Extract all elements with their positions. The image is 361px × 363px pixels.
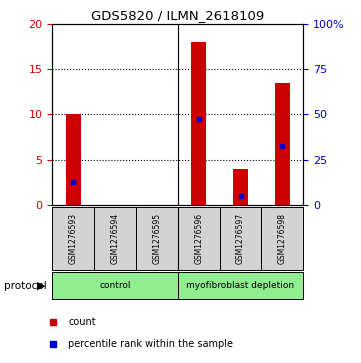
- Text: myofibroblast depletion: myofibroblast depletion: [186, 281, 295, 290]
- FancyBboxPatch shape: [136, 207, 178, 270]
- Text: protocol: protocol: [4, 281, 46, 291]
- FancyBboxPatch shape: [178, 272, 303, 299]
- FancyBboxPatch shape: [94, 207, 136, 270]
- Bar: [66, 114, 81, 205]
- FancyBboxPatch shape: [52, 207, 94, 270]
- Text: percentile rank within the sample: percentile rank within the sample: [68, 339, 233, 349]
- Text: ▶: ▶: [37, 281, 46, 291]
- Text: control: control: [99, 281, 131, 290]
- Bar: [233, 169, 248, 205]
- Text: GSM1276598: GSM1276598: [278, 213, 287, 264]
- Text: GSM1276594: GSM1276594: [110, 213, 119, 264]
- Bar: [191, 42, 206, 205]
- FancyBboxPatch shape: [219, 207, 261, 270]
- FancyBboxPatch shape: [261, 207, 303, 270]
- Text: GSM1276595: GSM1276595: [152, 213, 161, 264]
- Text: GSM1276593: GSM1276593: [69, 213, 78, 264]
- Title: GDS5820 / ILMN_2618109: GDS5820 / ILMN_2618109: [91, 9, 264, 23]
- FancyBboxPatch shape: [178, 207, 219, 270]
- Text: GSM1276596: GSM1276596: [194, 213, 203, 264]
- FancyBboxPatch shape: [52, 272, 178, 299]
- Text: count: count: [68, 317, 96, 327]
- Bar: [275, 82, 290, 205]
- Text: GSM1276597: GSM1276597: [236, 213, 245, 264]
